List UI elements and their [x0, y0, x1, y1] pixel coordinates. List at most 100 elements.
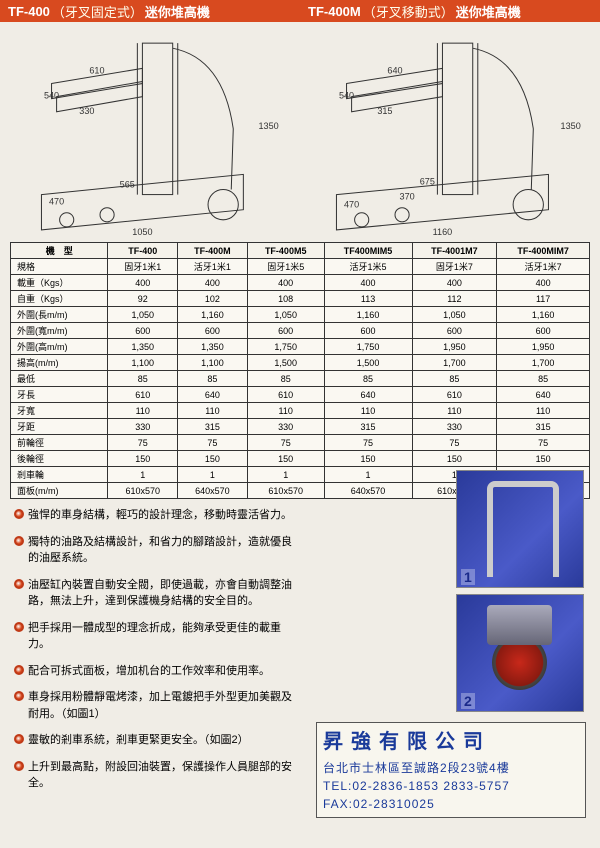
table-row: 最低858585858585 [11, 371, 590, 387]
feature-text: 把手採用一體成型的理念折成，能夠承受更佳的載重力。 [28, 622, 281, 651]
table-row: 牙距330315330315330315 [11, 419, 590, 435]
svg-text:470: 470 [49, 197, 64, 207]
bullet-icon [14, 691, 24, 701]
cell: 1,100 [108, 355, 178, 371]
cell: 75 [178, 435, 248, 451]
cell: 610x570 [108, 483, 178, 499]
diagram-right: 640 540 315 675 370 470 1160 1350 [305, 28, 590, 240]
table-row: 外圍(長m/m)1,0501,1601,0501,1601,0501,160 [11, 307, 590, 323]
bullet-icon [14, 622, 24, 632]
row-label: 最低 [11, 371, 108, 387]
row-label: 揚高(m/m) [11, 355, 108, 371]
svg-text:675: 675 [420, 176, 435, 186]
cell: 110 [178, 403, 248, 419]
cell: 1,750 [247, 339, 324, 355]
photos: 1 2 [456, 470, 584, 712]
feature-item: 把手採用一體成型的理念折成，能夠承受更佳的載重力。 [14, 620, 296, 653]
spec-table-wrap: 機 型TF-400TF-400MTF-400M5TF400MIM5TF-4001… [0, 242, 600, 499]
cell: 112 [412, 291, 497, 307]
cell: 1,160 [497, 307, 590, 323]
feature-text: 油壓缸內裝置自動安全閥，即使過載，亦會自動調整油路，無法上升，達到保護機身結構的… [28, 579, 292, 608]
cell: 1,160 [324, 307, 412, 323]
cell: 610x570 [247, 483, 324, 499]
cell: 330 [412, 419, 497, 435]
cell: 150 [324, 451, 412, 467]
spec-table: 機 型TF-400TF-400MTF-400M5TF400MIM5TF-4001… [10, 242, 590, 499]
cell: 活牙1米1 [178, 259, 248, 275]
cell: 315 [178, 419, 248, 435]
photo-handle: 1 [456, 470, 584, 588]
photo-num-2: 2 [461, 693, 475, 709]
bullet-icon [14, 734, 24, 744]
feature-item: 獨特的油路及結構設計，和省力的腳踏設計，造就優良的油壓系統。 [14, 534, 296, 567]
cell: 75 [324, 435, 412, 451]
header-right: TF-400M （牙叉移動式） 迷你堆高機 [300, 0, 600, 22]
cell: 400 [497, 275, 590, 291]
bullet-icon [14, 536, 24, 546]
cell: 640 [178, 387, 248, 403]
table-row: 自重（Kgs）92102108113112117 [11, 291, 590, 307]
bullet-icon [14, 665, 24, 675]
cell: 固牙1米5 [247, 259, 324, 275]
company-fax: FAX:02-28310025 [323, 795, 579, 813]
row-label: 規格 [11, 259, 108, 275]
cell: 640x570 [324, 483, 412, 499]
cell: 1,160 [178, 307, 248, 323]
svg-text:315: 315 [377, 106, 392, 116]
feature-text: 車身採用粉體靜電烤漆，加上電鍍把手外型更加美觀及耐用。（如圖1） [28, 691, 292, 720]
svg-text:330: 330 [79, 106, 94, 116]
cell: 75 [247, 435, 324, 451]
table-row: 外圍(高m/m)1,3501,3501,7501,7501,9501,950 [11, 339, 590, 355]
cell: 610 [412, 387, 497, 403]
cell: 315 [324, 419, 412, 435]
feature-item: 配合可拆式面板，增加机台的工作效率和使用率。 [14, 663, 296, 680]
cell: 400 [108, 275, 178, 291]
cell: 活牙1米5 [324, 259, 412, 275]
cell: 1,500 [324, 355, 412, 371]
cell: 活牙1米7 [497, 259, 590, 275]
cell: 85 [108, 371, 178, 387]
feature-text: 上升到最高點，附設回油裝置，保護操作人員腿部的安全。 [28, 761, 292, 790]
cell: 600 [108, 323, 178, 339]
table-row: 後輪徑150150150150150150 [11, 451, 590, 467]
svg-text:1050: 1050 [132, 227, 152, 237]
table-model-header: TF-4001M7 [412, 243, 497, 259]
table-row: 牙寬110110110110110110 [11, 403, 590, 419]
cell: 1 [247, 467, 324, 483]
header-right-sub: （牙叉移動式） [363, 2, 454, 21]
row-label: 牙寬 [11, 403, 108, 419]
header-left-model: TF-400 [8, 4, 50, 19]
svg-text:540: 540 [339, 91, 354, 101]
row-label: 面板(m/m) [11, 483, 108, 499]
header-left-name: 迷你堆高機 [145, 2, 210, 21]
table-row: 規格固牙1米1活牙1米1固牙1米5活牙1米5固牙1米7活牙1米7 [11, 259, 590, 275]
cell: 400 [247, 275, 324, 291]
cell: 640x570 [178, 483, 248, 499]
company-name: 昇強有限公司 [323, 727, 579, 757]
feature-item: 車身採用粉體靜電烤漆，加上電鍍把手外型更加美觀及耐用。（如圖1） [14, 689, 296, 722]
table-model-header: TF-400MIM7 [497, 243, 590, 259]
cell: 固牙1米7 [412, 259, 497, 275]
row-label: 外圍(高m/m) [11, 339, 108, 355]
cell: 315 [497, 419, 590, 435]
table-model-header: TF400MIM5 [324, 243, 412, 259]
svg-text:540: 540 [44, 91, 59, 101]
cell: 85 [324, 371, 412, 387]
cell: 1 [324, 467, 412, 483]
bullet-icon [14, 579, 24, 589]
cell: 110 [324, 403, 412, 419]
table-row: 揚高(m/m)1,1001,1001,5001,5001,7001,700 [11, 355, 590, 371]
cell: 1,950 [497, 339, 590, 355]
cell: 1,050 [108, 307, 178, 323]
cell: 1,700 [497, 355, 590, 371]
cell: 1 [178, 467, 248, 483]
cell: 85 [247, 371, 324, 387]
cell: 150 [108, 451, 178, 467]
cell: 113 [324, 291, 412, 307]
cell: 1,350 [178, 339, 248, 355]
row-label: 剎車輪 [11, 467, 108, 483]
cell: 600 [247, 323, 324, 339]
photo-wheel: 2 [456, 594, 584, 712]
cell: 150 [497, 451, 590, 467]
row-label: 載重（Kgs） [11, 275, 108, 291]
